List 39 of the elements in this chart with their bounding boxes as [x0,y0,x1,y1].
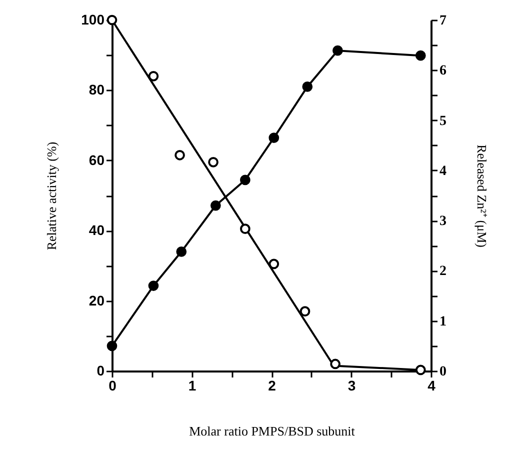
y-tick-label: 60 [88,152,105,168]
y-tick-label: 0 [96,362,105,378]
x-tick-label: 3 [348,378,356,394]
y2-axis-title: Released Zn²⁺ (μM) [474,144,490,248]
y2-tick-label: 6 [440,64,446,79]
point [240,174,250,186]
y2-tick-label: 4 [440,164,446,179]
point [208,156,218,168]
point [174,150,185,160]
y-tick-label: 100 [81,12,105,28]
y2-tick-label: 2 [440,264,446,280]
point [176,246,187,257]
y2-tick-label: 1 [440,314,446,330]
point [148,280,159,291]
y-tick-label: 40 [88,222,105,238]
point [210,200,221,211]
point [148,70,159,82]
x-tick-label: 4 [428,378,436,394]
point [415,50,426,61]
y-tick-label: 80 [88,82,105,98]
point [300,306,310,317]
point [240,224,250,234]
x-tick-label: 2 [268,378,276,394]
x-tick-label: 1 [188,378,196,394]
y2-tick-label: 5 [440,114,446,129]
point [330,358,340,370]
y2-tick-label: 7 [440,14,446,28]
point [268,132,280,144]
y-tick-label: 20 [88,292,105,308]
x-tick-label: 0 [108,378,117,394]
y-axis-title: Relative activity (%) [44,142,60,250]
x-axis-title: Molar ratio PMPS/BSD subunit [189,424,356,438]
y2-tick-label: 0 [440,364,446,380]
point [268,258,280,270]
point [415,364,426,376]
point [106,340,118,352]
point [332,45,343,56]
y2-tick-label: 3 [440,214,446,230]
point [302,82,313,92]
